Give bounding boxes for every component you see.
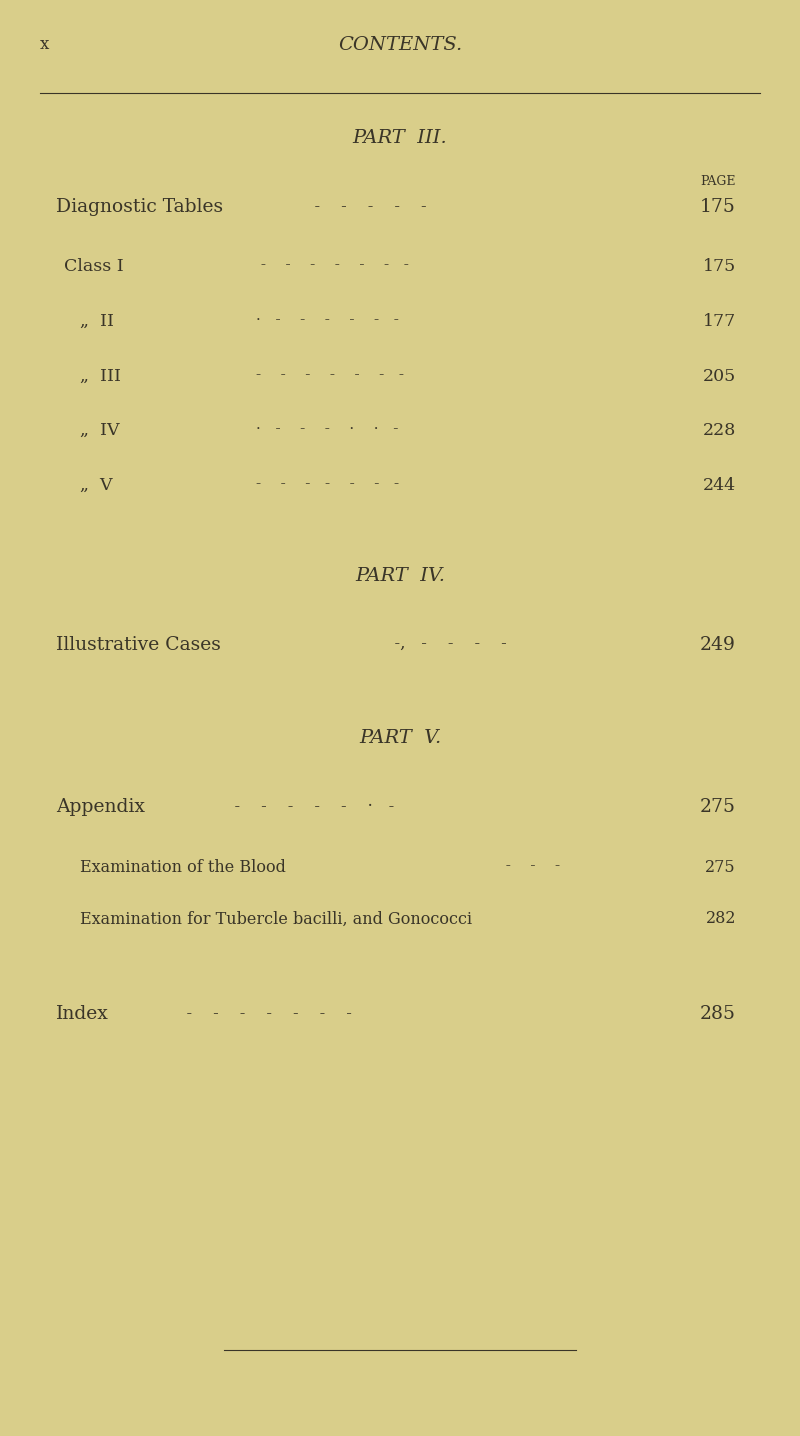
Text: -    -    -    -    -    -   -: - - - - - - - xyxy=(256,368,404,382)
Text: Examination of the Blood: Examination of the Blood xyxy=(80,859,286,876)
Text: Index: Index xyxy=(56,1005,109,1024)
Text: PAGE: PAGE xyxy=(701,175,736,188)
Text: Examination for Tubercle bacilli, and Gonococci: Examination for Tubercle bacilli, and Go… xyxy=(80,910,472,928)
Text: 275: 275 xyxy=(706,859,736,876)
Text: „  III: „ III xyxy=(80,368,121,385)
Text: PART  III.: PART III. xyxy=(353,129,447,148)
Text: 175: 175 xyxy=(700,198,736,217)
Text: PART  IV.: PART IV. xyxy=(355,567,445,586)
Text: 205: 205 xyxy=(702,368,736,385)
Text: 175: 175 xyxy=(702,258,736,276)
Text: 244: 244 xyxy=(703,477,736,494)
Text: „  V: „ V xyxy=(80,477,113,494)
Text: 249: 249 xyxy=(700,636,736,655)
Text: -,   -    -    -    -: -, - - - - xyxy=(384,636,506,653)
Text: „  II: „ II xyxy=(80,313,114,330)
Text: -    -    -    -    -    ·   -: - - - - - · - xyxy=(224,798,394,816)
Text: Class I: Class I xyxy=(64,258,124,276)
Text: Illustrative Cases: Illustrative Cases xyxy=(56,636,221,655)
Text: Diagnostic Tables: Diagnostic Tables xyxy=(56,198,223,217)
Text: PART  V.: PART V. xyxy=(359,729,441,748)
Text: -    -    -: - - - xyxy=(496,859,560,873)
Text: CONTENTS.: CONTENTS. xyxy=(338,36,462,55)
Text: -    -    -    -    -: - - - - - xyxy=(304,198,426,215)
Text: Appendix: Appendix xyxy=(56,798,145,817)
Text: 285: 285 xyxy=(700,1005,736,1024)
Text: 275: 275 xyxy=(700,798,736,817)
Text: 282: 282 xyxy=(706,910,736,928)
Text: 228: 228 xyxy=(702,422,736,439)
Text: x: x xyxy=(40,36,50,53)
Text: -    -    -    -    -    -    -: - - - - - - - xyxy=(176,1005,352,1022)
Text: „  IV: „ IV xyxy=(80,422,119,439)
Text: ·   -    -    -    ·    ·   -: · - - - · · - xyxy=(256,422,398,437)
Text: 177: 177 xyxy=(702,313,736,330)
Text: -    -    -    -    -    -   -: - - - - - - - xyxy=(256,258,409,273)
Text: ·   -    -    -    -    -   -: · - - - - - - xyxy=(256,313,399,327)
Text: -    -    -   -    -    -   -: - - - - - - - xyxy=(256,477,399,491)
